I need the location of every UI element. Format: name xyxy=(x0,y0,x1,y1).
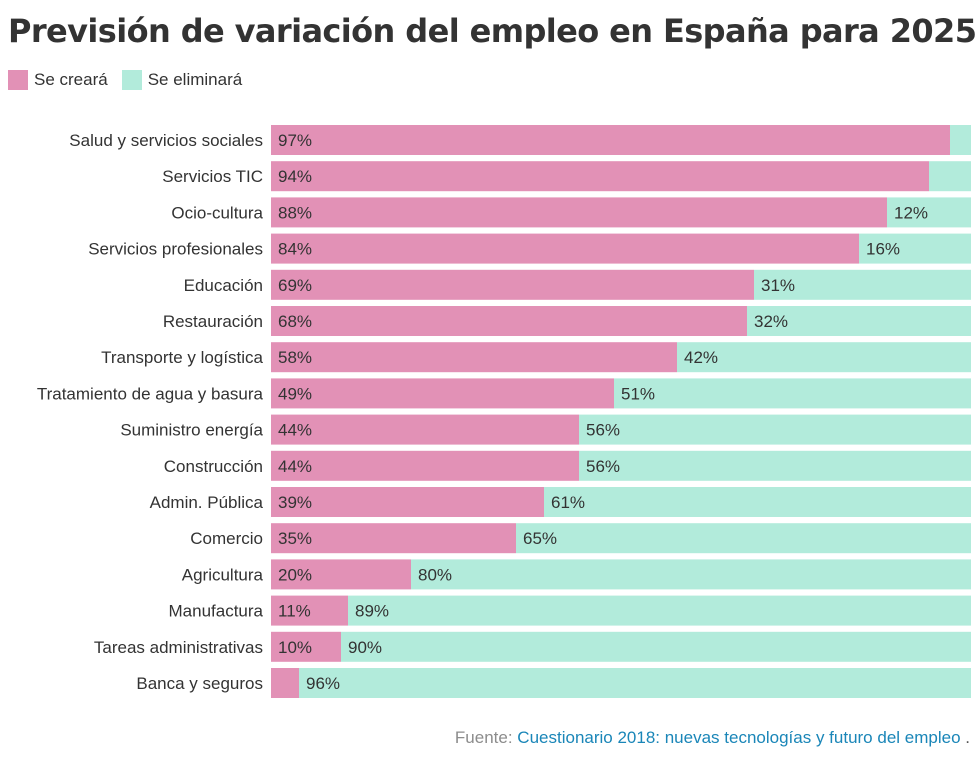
bar-eliminate xyxy=(579,414,971,445)
data-label-create: 94% xyxy=(278,167,312,186)
bar-eliminate xyxy=(544,487,971,517)
data-label-create: 35% xyxy=(278,529,312,548)
data-label-eliminate: 51% xyxy=(621,384,655,403)
data-label-eliminate: 89% xyxy=(355,602,389,621)
bar-eliminate xyxy=(754,269,971,300)
category-label: Admin. Pública xyxy=(150,493,264,512)
legend: Se creará Se eliminará xyxy=(8,68,256,92)
data-label-create: 58% xyxy=(278,348,312,367)
chart-title: Previsión de variación del empleo en Esp… xyxy=(8,12,977,50)
legend-label-create: Se creará xyxy=(34,70,108,89)
bar-create xyxy=(271,595,348,626)
stacked-bar-chart: Salud y servicios sociales 97% Servicios T… xyxy=(37,125,971,698)
legend-item-eliminate: Se eliminará xyxy=(121,70,243,90)
bar-eliminate xyxy=(887,197,971,228)
data-label-eliminate: 96% xyxy=(306,674,340,693)
bar-create xyxy=(271,125,950,155)
source-link[interactable]: Cuestionario 2018: nuevas tecnologías y … xyxy=(517,728,961,747)
data-label-eliminate: 90% xyxy=(348,638,382,657)
bar-eliminate xyxy=(950,125,971,155)
data-label-create: 84% xyxy=(278,240,312,259)
category-label: Comercio xyxy=(190,529,263,548)
data-label-create: 39% xyxy=(278,493,312,512)
category-label: Servicios TIC xyxy=(162,167,263,186)
bar-create xyxy=(271,559,411,590)
bar-create xyxy=(271,487,544,517)
data-label-eliminate: 16% xyxy=(866,240,900,259)
data-label-eliminate: 12% xyxy=(894,203,928,222)
category-label: Transporte y logística xyxy=(101,348,263,367)
data-label-eliminate: 56% xyxy=(586,457,620,476)
bar-eliminate xyxy=(929,161,971,192)
bar-create xyxy=(271,414,579,445)
bar-eliminate xyxy=(614,378,971,409)
bar-eliminate xyxy=(299,668,971,698)
category-label: Tareas administrativas xyxy=(94,638,263,657)
data-label-eliminate: 61% xyxy=(551,493,585,512)
data-label-create: 69% xyxy=(278,276,312,295)
source-prefix: Fuente: xyxy=(454,728,513,747)
category-label: Salud y servicios sociales xyxy=(69,131,263,150)
data-label-eliminate: 80% xyxy=(418,565,452,584)
category-label: Ocio-cultura xyxy=(171,203,263,222)
data-label-create: 11% xyxy=(278,602,311,621)
bar-create xyxy=(271,523,516,554)
source-note: Fuente: Cuestionario 2018: nuevas tecnol… xyxy=(455,728,970,748)
bar-create xyxy=(271,378,614,409)
data-label-create: 44% xyxy=(278,421,312,440)
category-label: Manufactura xyxy=(169,602,264,621)
bar-create xyxy=(271,668,299,698)
category-label: Servicios profesionales xyxy=(88,240,263,259)
bar-create xyxy=(271,161,929,192)
bar-create xyxy=(271,269,754,300)
bar-create xyxy=(271,450,579,481)
bar-eliminate xyxy=(341,631,971,662)
legend-item-create: Se creará xyxy=(8,70,108,90)
category-label: Construcción xyxy=(164,457,263,476)
source-suffix: . xyxy=(965,728,970,747)
data-label-eliminate: 65% xyxy=(523,529,557,548)
data-label-create: 68% xyxy=(278,312,312,331)
category-label: Tratamiento de agua y basura xyxy=(37,384,264,403)
legend-label-eliminate: Se eliminará xyxy=(147,70,243,89)
bar-eliminate xyxy=(579,450,971,481)
category-label: Educación xyxy=(184,276,263,295)
data-label-create: 20% xyxy=(278,565,312,584)
bar-create xyxy=(271,631,341,662)
bar-create xyxy=(271,342,677,373)
bar-eliminate xyxy=(859,233,971,264)
data-label-create: 49% xyxy=(278,384,312,403)
data-label-eliminate: 31% xyxy=(761,276,795,295)
data-label-create: 97% xyxy=(278,131,312,150)
bar-eliminate xyxy=(516,523,971,554)
bar-eliminate xyxy=(348,595,971,626)
category-label: Suministro energía xyxy=(120,421,263,440)
bar-eliminate xyxy=(747,306,971,336)
data-label-create: 44% xyxy=(278,457,312,476)
bar-create xyxy=(271,233,859,264)
bar-create xyxy=(271,306,747,336)
data-label-eliminate: 32% xyxy=(754,312,788,331)
category-label: Banca y seguros xyxy=(136,674,263,693)
data-label-create: 88% xyxy=(278,203,312,222)
category-label: Agricultura xyxy=(182,565,264,584)
category-label: Restauración xyxy=(163,312,263,331)
data-label-create: 10% xyxy=(278,638,312,657)
bar-eliminate xyxy=(677,342,971,373)
bar-create xyxy=(271,197,887,228)
legend-swatch-eliminate xyxy=(121,70,142,90)
legend-swatch-create xyxy=(8,70,28,90)
data-label-eliminate: 42% xyxy=(684,348,718,367)
data-label-eliminate: 56% xyxy=(586,421,620,440)
bar-eliminate xyxy=(411,559,971,590)
